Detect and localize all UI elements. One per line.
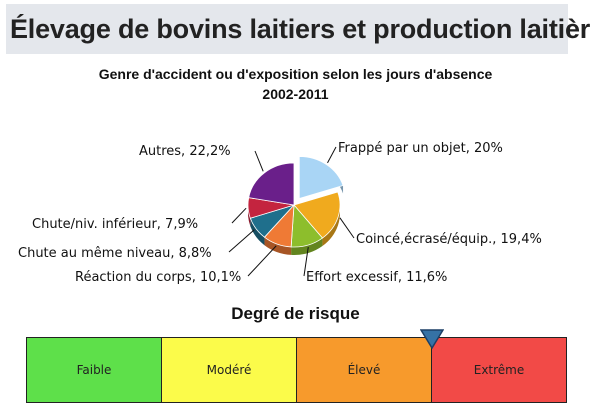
risk-level-0: Faible: [27, 338, 162, 402]
leader-line: [303, 246, 309, 277]
leader-line: [247, 245, 277, 277]
slice-label: Chute au même niveau, 8,8%: [18, 246, 212, 261]
risk-level-3: Extrême: [432, 338, 566, 402]
leader-line: [228, 229, 255, 253]
pie-slice: [248, 162, 295, 206]
pie-slice: [298, 156, 344, 199]
leader-line: [231, 207, 247, 224]
slice-label: Autres, 22,2%: [139, 144, 231, 159]
slice-label: Coincé,écrasé/équip., 19,4%: [356, 232, 542, 247]
chart-title: Genre d'accident ou d'exposition selon l…: [98, 66, 493, 82]
risk-scale: Faible Modéré Élevé Extrême: [26, 337, 567, 403]
chart-subtitle: 2002-2011: [262, 86, 329, 102]
page-title: Élevage de bovins laitiers et production…: [10, 14, 591, 44]
leader-line: [339, 217, 355, 239]
slice-label: Frappé par un objet, 20%: [338, 141, 503, 156]
slice-label: Chute/niv. inférieur, 7,9%: [32, 217, 198, 232]
leader-line: [254, 150, 264, 172]
risk-indicator-icon: [419, 329, 444, 349]
risk-level-2: Élevé: [297, 338, 432, 402]
slice-label: Réaction du corps, 10,1%: [75, 270, 241, 285]
leader-line: [327, 146, 337, 164]
pie-chart: Frappé par un objet, 20% Coincé,écrasé/éq…: [18, 141, 542, 285]
risk-level-1: Modéré: [162, 338, 297, 402]
risk-title: Degré de risque: [231, 304, 360, 323]
pie-slice: [293, 191, 341, 239]
pie-slice-side: [250, 218, 265, 246]
pie-slice-side: [291, 238, 323, 256]
title-banner: [6, 4, 568, 54]
slice-label: Effort excessif, 11,6%: [306, 270, 447, 285]
